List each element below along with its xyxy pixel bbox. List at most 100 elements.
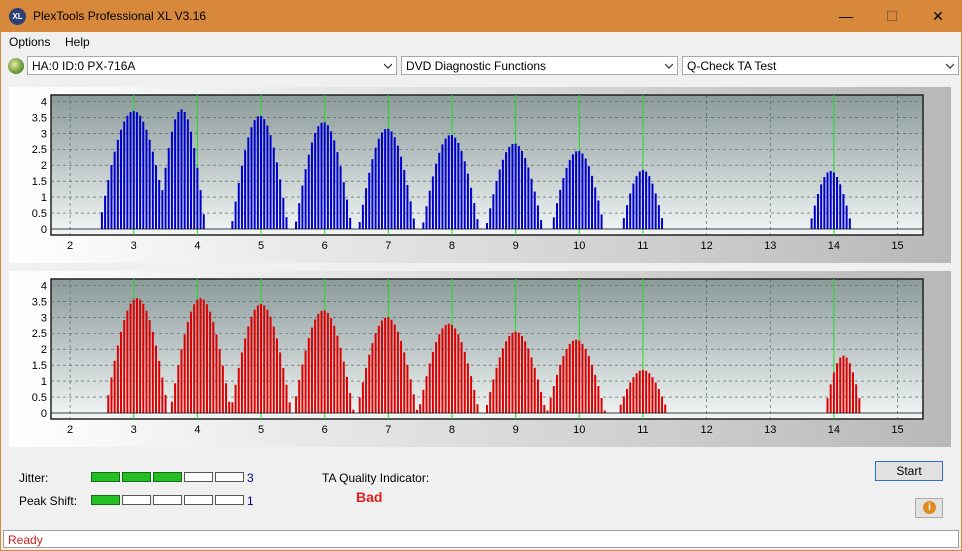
bar <box>244 338 247 413</box>
bar <box>447 323 450 413</box>
bar <box>829 170 832 229</box>
meter-segment <box>215 472 244 482</box>
bar <box>339 166 342 229</box>
peak-shift-value: 1 <box>247 494 254 508</box>
bar <box>664 404 667 413</box>
toolbar: HA:0 ID:0 PX-716A DVD Diagnostic Functio… <box>1 54 961 78</box>
bar <box>390 319 393 413</box>
bar <box>848 363 851 413</box>
bar <box>441 328 444 413</box>
bar <box>275 162 278 229</box>
bar <box>135 112 138 229</box>
bar <box>330 318 333 413</box>
bar <box>826 398 829 413</box>
bar <box>237 367 240 413</box>
bar <box>212 321 215 413</box>
bar <box>428 190 431 229</box>
bar <box>562 178 565 229</box>
bar <box>253 120 256 229</box>
bar <box>215 334 218 413</box>
meter-segment <box>91 495 120 505</box>
x-tick-label: 13 <box>764 424 776 436</box>
bar <box>412 394 415 413</box>
bar <box>517 332 520 413</box>
y-tick-label: 3.5 <box>32 112 47 124</box>
bar <box>193 147 196 229</box>
bar <box>524 341 527 413</box>
jitter-value: 3 <box>247 471 254 485</box>
bar <box>409 201 412 229</box>
bar <box>380 320 383 413</box>
bar <box>170 401 173 413</box>
bar <box>368 172 371 229</box>
bar <box>361 382 364 413</box>
bar <box>269 316 272 413</box>
bar <box>848 218 851 229</box>
minimize-button[interactable]: — <box>839 8 853 24</box>
bar <box>145 310 148 413</box>
bar <box>645 171 648 229</box>
bar <box>486 223 488 229</box>
y-tick-label: 1.5 <box>32 360 47 372</box>
bar <box>517 146 520 229</box>
bar <box>333 325 336 413</box>
bar <box>263 119 266 229</box>
close-button[interactable]: ✕ <box>932 8 944 24</box>
bar <box>855 384 858 413</box>
title-bar[interactable]: XL PlexTools Professional XL V3.16 — ☐ ✕ <box>1 1 961 32</box>
bar <box>489 391 492 413</box>
bar <box>349 217 352 229</box>
start-button[interactable]: Start <box>875 461 943 481</box>
bar <box>466 173 469 229</box>
bar <box>155 165 158 229</box>
meter-segment <box>91 472 120 482</box>
bar <box>501 159 504 229</box>
bar <box>578 151 581 229</box>
maximize-button[interactable]: ☐ <box>885 8 899 24</box>
bar <box>406 184 409 229</box>
bar <box>549 398 552 413</box>
bar <box>438 334 441 413</box>
bar <box>107 395 110 413</box>
bar <box>435 163 438 229</box>
bar <box>559 364 562 413</box>
bar <box>552 217 555 229</box>
bar <box>565 167 568 229</box>
function-select[interactable]: DVD Diagnostic Functions <box>401 56 678 75</box>
bar <box>345 199 348 229</box>
y-tick-label: 2.5 <box>32 328 47 340</box>
bar <box>470 376 473 413</box>
bar <box>540 220 543 229</box>
info-button[interactable]: i <box>915 498 943 518</box>
bar <box>132 299 135 413</box>
drive-select[interactable]: HA:0 ID:0 PX-716A <box>27 56 397 75</box>
bar <box>858 398 861 413</box>
bar <box>323 122 326 229</box>
x-tick-label: 14 <box>828 240 840 252</box>
bar <box>466 363 469 413</box>
bar <box>603 410 606 413</box>
bar <box>209 311 212 413</box>
bar <box>514 331 517 413</box>
bar <box>361 204 364 229</box>
bar <box>326 125 329 229</box>
bar <box>508 335 511 413</box>
bar <box>250 316 253 413</box>
menu-options[interactable]: Options <box>9 35 51 49</box>
bar <box>374 333 377 413</box>
pit-chart: 0 0.5 1 1.5 2 2.5 3 3.5 4 2 3 4 5 6 7 8 9 10 11 12 13 14 15 <box>9 271 951 447</box>
x-tick-label: 10 <box>573 424 585 436</box>
bar <box>183 334 186 413</box>
bar <box>279 352 282 413</box>
chevron-down-icon <box>384 63 392 69</box>
bar <box>336 335 339 413</box>
test-select[interactable]: Q-Check TA Test <box>682 56 959 75</box>
bar <box>202 299 205 413</box>
bar <box>438 152 441 229</box>
ta-quality-result: Bad <box>356 489 383 505</box>
menu-help[interactable]: Help <box>65 35 90 49</box>
bar <box>600 398 603 413</box>
y-tick-label: 2.5 <box>32 144 47 156</box>
x-tick-label: 15 <box>891 240 903 252</box>
y-tick-label: 4 <box>41 280 47 292</box>
